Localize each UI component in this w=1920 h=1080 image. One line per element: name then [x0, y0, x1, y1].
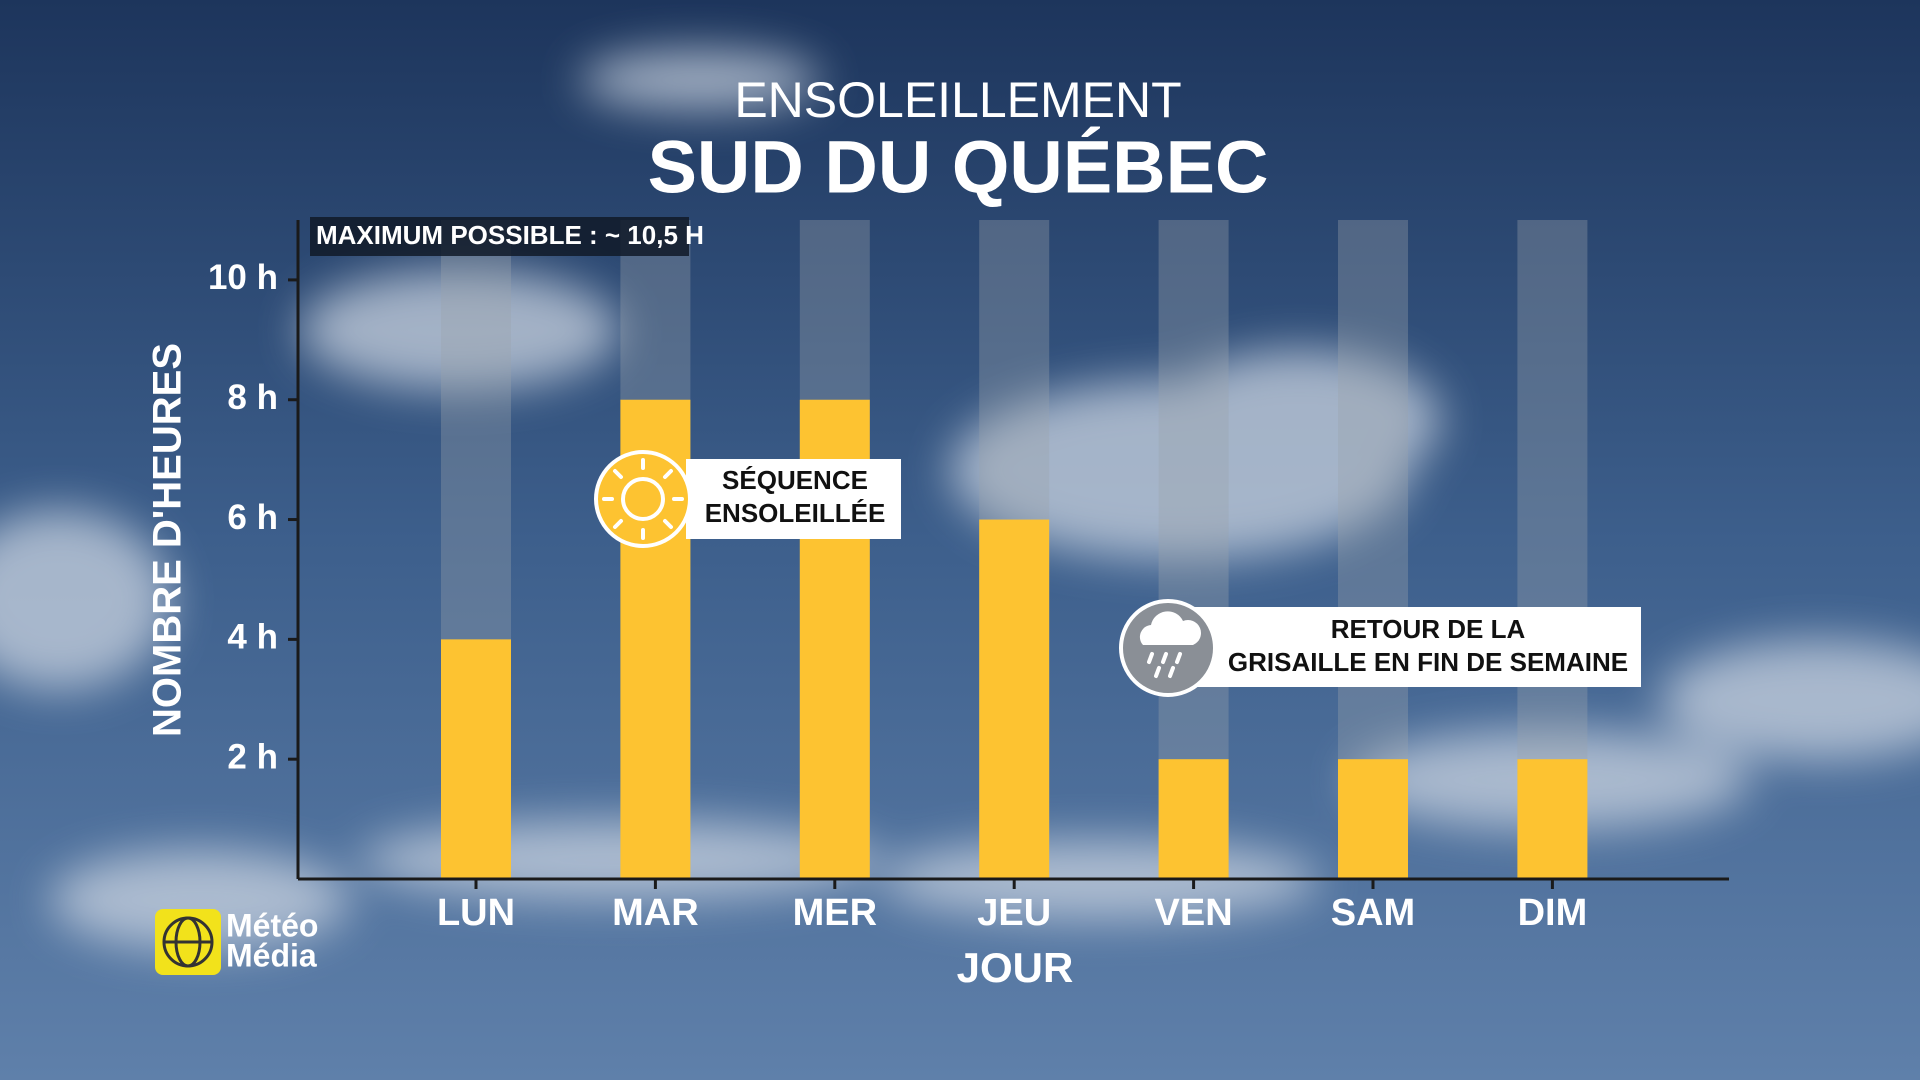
- chart-title: ENSOLEILLEMENT: [734, 72, 1181, 128]
- annotation-text: ENSOLEILLÉE: [705, 498, 886, 528]
- y-tick-label: 6 h: [227, 498, 278, 537]
- sun-icon-core: [621, 477, 665, 521]
- sun-rays: [602, 458, 684, 540]
- x-tick-label: DIM: [1518, 892, 1588, 934]
- x-tick-label: LUN: [437, 892, 515, 934]
- annotation-rain: RETOUR DE LA GRISAILLE EN FIN DE SEMAINE: [1119, 599, 1641, 697]
- logo-text: Média: [226, 937, 317, 973]
- y-tick-label: 4 h: [227, 618, 278, 657]
- bar: [1338, 759, 1408, 879]
- max-note-box: [310, 217, 689, 256]
- annotation-sun: SÉQUENCE ENSOLEILLÉE: [594, 450, 901, 548]
- rain-cloud: [1139, 611, 1201, 645]
- chart-subtitle: SUD DU QUÉBEC: [648, 126, 1269, 209]
- logo-text: Météo: [226, 907, 318, 943]
- x-tick-label: MAR: [612, 892, 699, 934]
- logo-globe: [162, 916, 214, 968]
- x-tick-label: VEN: [1155, 892, 1233, 934]
- annotation-box: [1194, 607, 1641, 687]
- bar: [1158, 759, 1229, 879]
- x-axis-label: JOUR: [957, 944, 1074, 991]
- annotation-box: [686, 459, 901, 539]
- bar: [979, 519, 1050, 879]
- x-tick-label: JEU: [977, 892, 1051, 934]
- plot-area: 2 h 4 h 6 h 8 h 10 h LUN MAR MER JEU VEN SAM DIM: [208, 220, 1729, 934]
- rain-drops: [1147, 652, 1182, 678]
- logo: Météo Média: [155, 907, 318, 975]
- y-tick-label: 8 h: [227, 378, 278, 417]
- annotation-text: RETOUR DE LA: [1331, 614, 1526, 644]
- max-note: MAXIMUM POSSIBLE : ~ 10,5 H: [316, 220, 704, 250]
- annotation-text: GRISAILLE EN FIN DE SEMAINE: [1228, 647, 1628, 677]
- y-tick-label: 10 h: [208, 258, 278, 297]
- x-tick-label: MER: [793, 892, 877, 934]
- x-tick-label: SAM: [1331, 892, 1415, 934]
- y-tick-label: 2 h: [227, 737, 278, 776]
- annotation-text: SÉQUENCE: [722, 465, 868, 495]
- y-axis-label: NOMBRE D'HEURES: [146, 343, 190, 737]
- bar: [441, 639, 511, 879]
- bar: [1517, 759, 1588, 879]
